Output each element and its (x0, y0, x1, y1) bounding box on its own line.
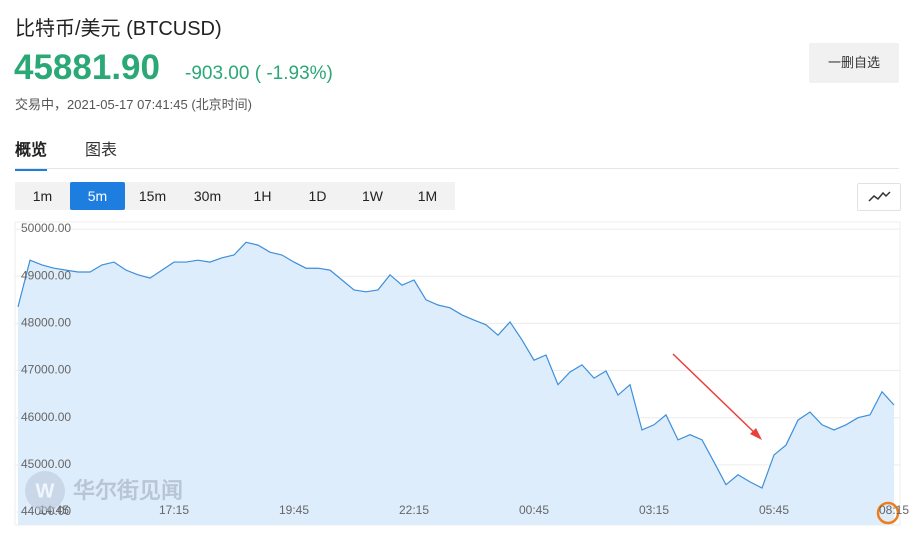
divider (15, 168, 899, 169)
period-button[interactable]: 1m (32, 188, 53, 204)
x-tick-label: 22:15 (399, 503, 429, 517)
y-tick-label: 44000.00 (21, 504, 71, 518)
x-tick-label: 19:45 (279, 503, 309, 517)
x-tick-label: 03:15 (639, 503, 669, 517)
y-tick-label: 49000.00 (21, 268, 71, 282)
watermark: W 华尔街见闻 (25, 471, 183, 511)
highlight-circle (876, 501, 900, 525)
area-fill (18, 242, 894, 525)
price-change: -903.00 ( -1.93%) (185, 63, 333, 84)
period-bar: 1m 5m 15m 30m 1H 1D 1W 1M (15, 182, 455, 210)
period-button[interactable]: 30m (193, 188, 222, 204)
tab[interactable]: 图表 (85, 142, 118, 159)
x-tick-label: 05:45 (759, 503, 789, 517)
period-button[interactable]: 1M (417, 188, 438, 204)
tab[interactable]: 概览 (15, 136, 48, 171)
watermark-logo-mark: W (36, 480, 55, 502)
annotation-arrow (672, 353, 760, 438)
watermark-logo (25, 471, 65, 511)
chart-type-button[interactable] (857, 183, 901, 211)
x-tick-label: 08:15 (879, 503, 909, 517)
x-tick-label: 17:15 (159, 503, 189, 517)
y-tick-label: 48000.00 (21, 316, 71, 330)
watermark-text: 华尔街见闻 (73, 478, 183, 503)
period-button[interactable]: 1H (253, 188, 272, 204)
y-tick-label: 45000.00 (21, 457, 71, 471)
chart-type-icon (868, 191, 891, 202)
annotation-arrowhead (750, 428, 762, 440)
period-button[interactable]: 15m (138, 188, 167, 204)
y-tick-label: 47000.00 (21, 363, 71, 377)
y-tick-label: 50000.00 (21, 221, 71, 235)
price-line (17, 241, 895, 489)
title: 比特币/美元 (BTCUSD) (15, 18, 222, 40)
trade-status: 交易中，2021-05-17 07:41:45 (北京时间) (15, 97, 252, 112)
remove-watchlist-button[interactable]: 一删自选 (809, 43, 899, 83)
period-button[interactable]: 5m (70, 182, 125, 210)
x-tick-label: 00:45 (519, 503, 549, 517)
period-button[interactable]: 1D (308, 188, 327, 204)
period-button[interactable]: 1W (362, 188, 383, 204)
price: 45881.90 (14, 48, 160, 87)
tabs: 概览 图表 (15, 136, 155, 171)
y-tick-label: 46000.00 (21, 410, 71, 424)
